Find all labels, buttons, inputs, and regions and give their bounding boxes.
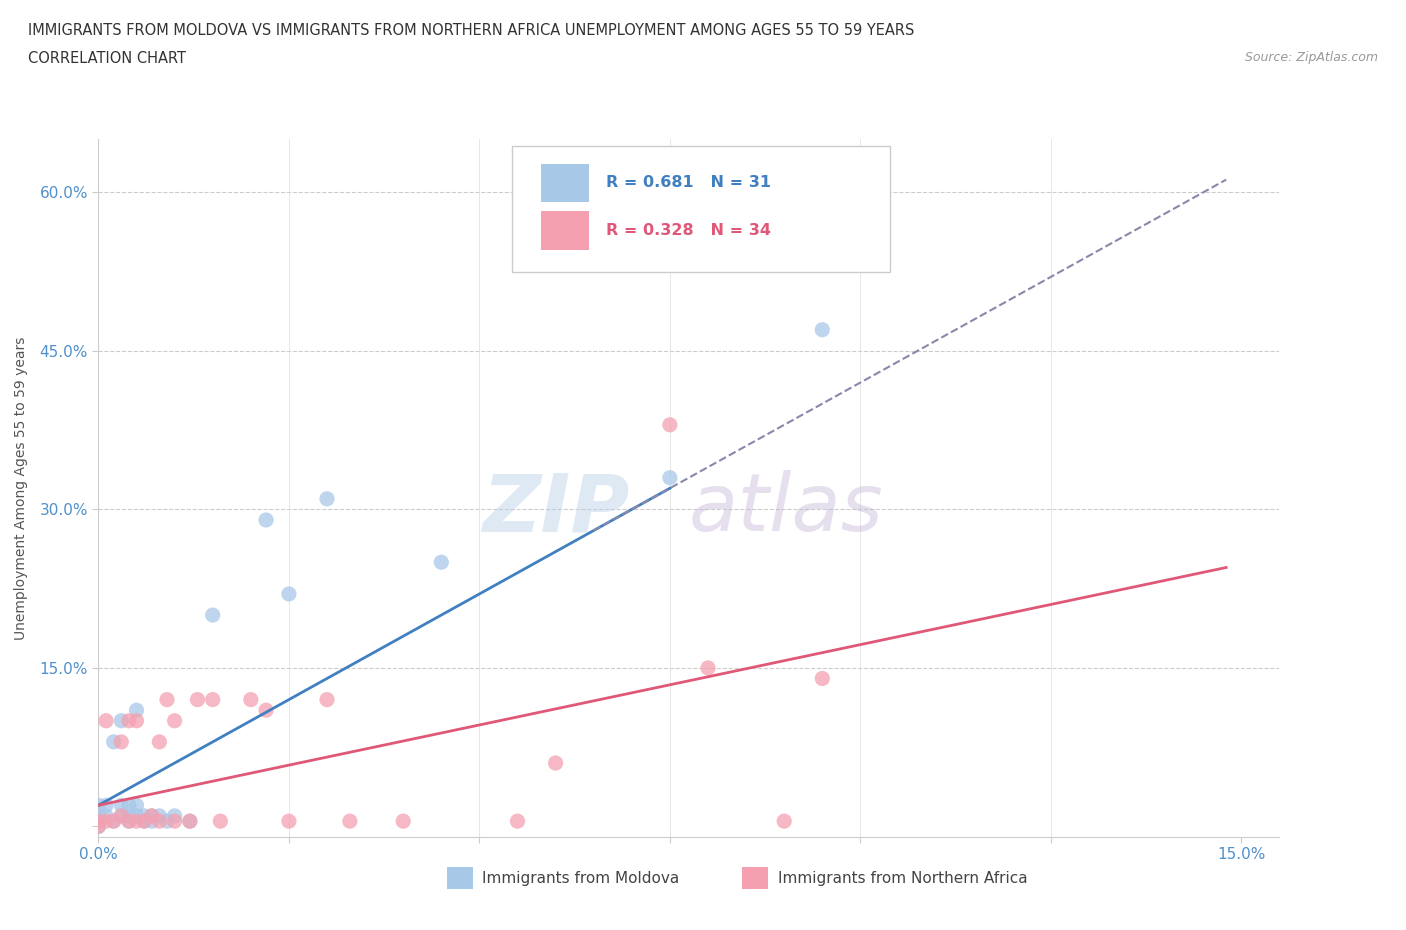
Point (506, 814, 529, 829)
Point (118, 814, 141, 829)
Bar (541, 164, 589, 203)
Point (94, 713, 117, 728)
Point (103, 735, 125, 750)
Point (118, 808, 141, 823)
Point (103, 814, 125, 829)
Point (163, 808, 186, 823)
Text: atlas: atlas (689, 471, 884, 548)
Text: R = 0.681   N = 31: R = 0.681 N = 31 (606, 175, 772, 191)
Point (125, 713, 148, 728)
Point (110, 808, 132, 823)
Point (148, 735, 170, 750)
Point (118, 713, 141, 728)
Point (148, 814, 170, 829)
Bar (541, 211, 589, 250)
Point (254, 512, 277, 527)
Point (125, 798, 148, 813)
Point (163, 713, 186, 728)
Point (110, 735, 132, 750)
Point (658, 418, 681, 432)
Point (179, 814, 201, 829)
Point (141, 808, 163, 823)
Point (87, 819, 110, 834)
Point (316, 491, 339, 506)
Point (156, 692, 179, 707)
Point (773, 814, 796, 829)
Point (277, 587, 299, 602)
Point (392, 814, 415, 829)
Point (125, 808, 148, 823)
Point (658, 471, 681, 485)
Point (141, 808, 163, 823)
Point (277, 814, 299, 829)
Point (94, 798, 117, 813)
Point (87, 819, 110, 834)
Point (186, 692, 208, 707)
Point (156, 814, 179, 829)
Point (134, 814, 156, 829)
Point (125, 703, 148, 718)
Point (87, 814, 110, 829)
Text: CORRELATION CHART: CORRELATION CHART (28, 51, 186, 66)
Text: IMMIGRANTS FROM MOLDOVA VS IMMIGRANTS FROM NORTHERN AFRICA UNEMPLOYMENT AMONG AG: IMMIGRANTS FROM MOLDOVA VS IMMIGRANTS FR… (28, 23, 914, 38)
Point (134, 814, 156, 829)
Text: ZIP: ZIP (482, 471, 630, 548)
Point (430, 555, 453, 570)
Point (110, 798, 132, 813)
Point (118, 798, 141, 813)
Point (94, 808, 117, 823)
Point (103, 814, 125, 829)
Point (811, 671, 834, 686)
Point (87, 808, 110, 823)
Point (544, 755, 567, 770)
Point (94, 814, 117, 829)
Point (697, 660, 720, 675)
Text: Source: ZipAtlas.com: Source: ZipAtlas.com (1244, 51, 1378, 64)
Point (811, 323, 834, 338)
FancyBboxPatch shape (512, 147, 890, 272)
Bar (742, 867, 768, 889)
Point (201, 607, 224, 622)
Bar (447, 867, 472, 889)
Text: Immigrants from Northern Africa: Immigrants from Northern Africa (778, 870, 1028, 885)
Text: R = 0.328   N = 34: R = 0.328 N = 34 (606, 222, 772, 238)
Point (239, 692, 262, 707)
Point (125, 814, 148, 829)
Point (110, 713, 132, 728)
Point (201, 692, 224, 707)
Y-axis label: Unemployment Among Ages 55 to 59 years: Unemployment Among Ages 55 to 59 years (14, 337, 28, 640)
Point (316, 692, 339, 707)
Point (110, 808, 132, 823)
Point (118, 814, 141, 829)
Text: Immigrants from Moldova: Immigrants from Moldova (482, 870, 679, 885)
Point (254, 703, 277, 718)
Point (163, 814, 186, 829)
Point (179, 814, 201, 829)
Point (134, 808, 156, 823)
Point (141, 814, 163, 829)
Point (87, 798, 110, 813)
Point (148, 808, 170, 823)
Point (209, 814, 232, 829)
Point (339, 814, 361, 829)
